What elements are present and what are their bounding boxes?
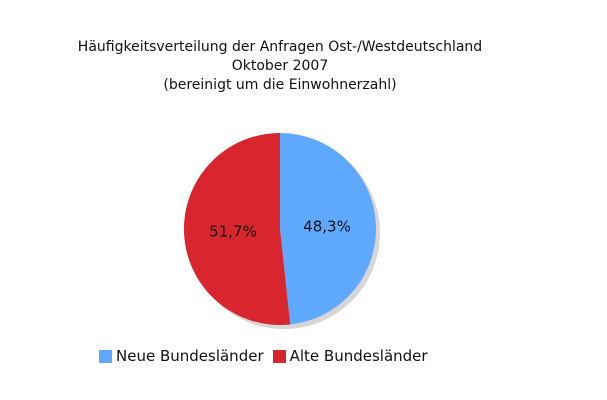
legend-item-alte-bundeslaender: Alte Bundesländer <box>272 347 428 365</box>
pie-label-alte-bundeslaender: 51,7% <box>209 223 257 241</box>
chart-title: Häufigkeitsverteilung der Anfragen Ost-/… <box>0 38 560 95</box>
chart-title-line-2: Oktober 2007 <box>231 58 329 74</box>
legend-swatch-alte-bundeslaender <box>272 349 286 363</box>
chart-title-line-3: (bereinigt um die Einwohnerzahl) <box>163 77 397 93</box>
pie-slice-alte-bundeslaender <box>183 132 291 325</box>
pie-slice-neue-bundeslaender <box>280 133 376 325</box>
legend-item-neue-bundeslaender: Neue Bundesländer <box>99 347 264 365</box>
legend-swatch-neue-bundeslaender <box>99 349 112 363</box>
pie-label-neue-bundeslaender: 48,3% <box>303 218 351 236</box>
legend-label-neue-bundeslaender: Neue Bundesländer <box>116 347 264 365</box>
legend-label-alte-bundeslaender: Alte Bundesländer <box>289 347 428 365</box>
chart-title-line-1: Häufigkeitsverteilung der Anfragen Ost-/… <box>77 39 483 55</box>
legend: Neue Bundesländer Alte Bundesländer <box>99 347 437 365</box>
